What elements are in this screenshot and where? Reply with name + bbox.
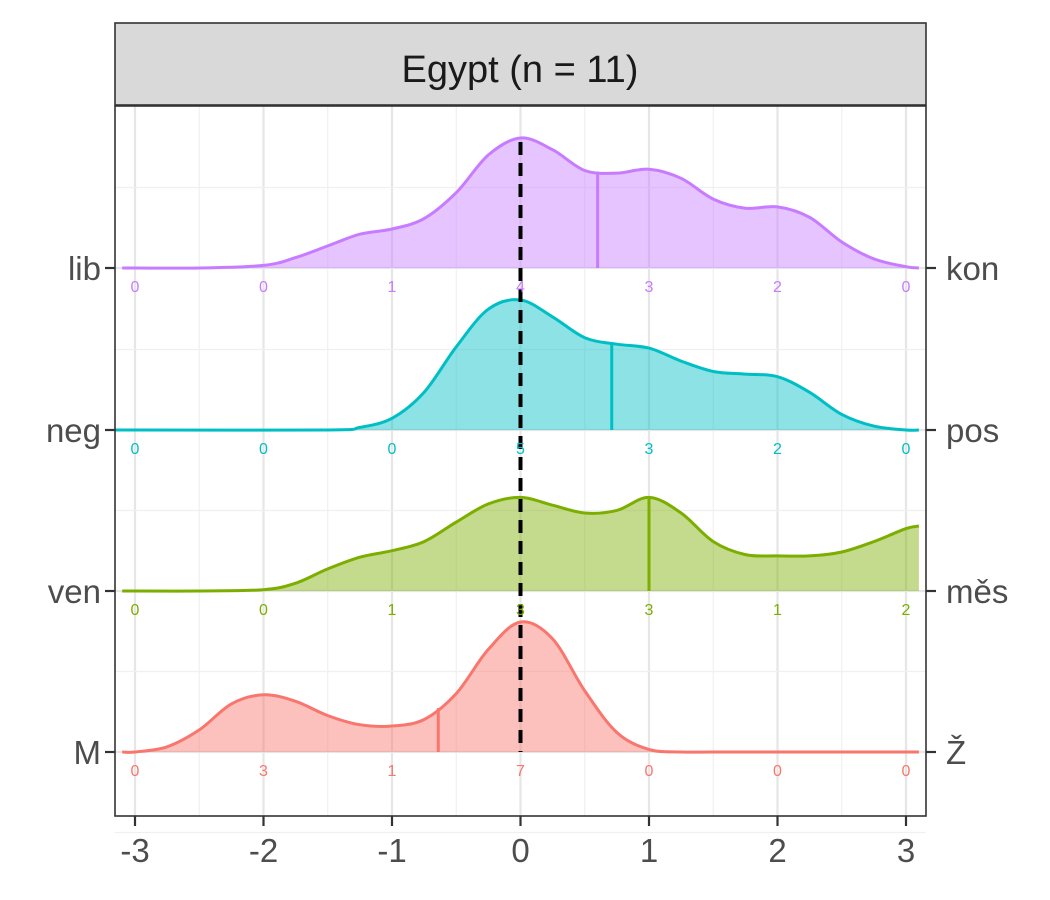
count-label: 4 [516, 279, 525, 296]
count-label: 1 [388, 602, 397, 619]
count-label: 0 [259, 441, 268, 458]
count-label: 0 [131, 602, 140, 619]
count-label: 0 [388, 441, 397, 458]
count-label: 0 [902, 763, 911, 780]
density-area [122, 621, 919, 753]
count-label: 2 [773, 441, 782, 458]
density-line [122, 136, 920, 270]
ridge-neg [114, 298, 919, 432]
count-label: 0 [902, 441, 911, 458]
count-label: 3 [645, 602, 654, 619]
density-line [122, 620, 919, 754]
facet-strip-background [114, 22, 927, 106]
count-label: 0 [259, 279, 268, 296]
count-label: 0 [773, 763, 782, 780]
count-label: 0 [131, 763, 140, 780]
count-label: 0 [645, 763, 654, 780]
count-label: 3 [645, 279, 654, 296]
count-label: 0 [259, 602, 268, 619]
density-area [122, 137, 919, 269]
y-label-left: lib [68, 250, 101, 287]
count-label: 1 [388, 763, 397, 780]
x-tick-label: -1 [377, 832, 406, 869]
count-label: 2 [773, 279, 782, 296]
count-label: 3 [259, 763, 268, 780]
x-tick-label: -2 [249, 832, 278, 869]
x-tick-label: 3 [897, 832, 915, 869]
y-label-right: kon [946, 250, 999, 287]
count-label: 0 [131, 441, 140, 458]
y-label-right: pos [946, 412, 999, 449]
count-label: 0 [131, 279, 140, 296]
count-label: 1 [773, 602, 782, 619]
facet-strip: Egypt (n = 11) [114, 22, 927, 106]
y-label-left: neg [46, 412, 101, 449]
count-label: 5 [516, 441, 525, 458]
x-tick-label: -3 [120, 832, 149, 869]
density-line [122, 495, 920, 593]
y-label-left: ven [48, 573, 101, 610]
count-label: 0 [902, 279, 911, 296]
count-label: 3 [645, 441, 654, 458]
count-label: 1 [388, 279, 397, 296]
x-tick-label: 1 [640, 832, 658, 869]
density-area [116, 299, 919, 431]
y-label-left: M [74, 734, 102, 771]
y-label-right: měs [946, 573, 1008, 610]
x-tick-label: 0 [511, 832, 529, 869]
y-label-right: Ž [946, 734, 966, 771]
x-tick-label: 2 [768, 832, 786, 869]
count-labels: 0 0 1 4 3 2 0 0 0 0 5 3 2 0 0 0 1 3 3 1 2 0 3 1 7 0 0 0 [131, 279, 911, 780]
ridge-lib [122, 136, 920, 270]
count-label: 2 [902, 602, 911, 619]
facet-title: Egypt (n = 11) [402, 49, 639, 91]
ridge-M [122, 620, 919, 754]
density-line [114, 298, 919, 432]
count-label: 7 [516, 763, 525, 780]
count-label: 3 [516, 602, 525, 619]
